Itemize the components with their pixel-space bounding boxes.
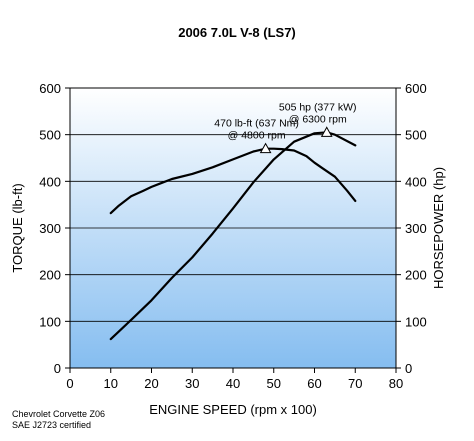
y-right-tick-label-300: 300 bbox=[405, 221, 427, 236]
y-left-tick-label-200: 200 bbox=[39, 268, 61, 283]
y-right-tick-label-500: 500 bbox=[405, 128, 427, 143]
torque-line bbox=[109, 147, 357, 215]
y-left-tick-label-500: 500 bbox=[39, 128, 61, 143]
hp-peak-label-line2: @ 6300 rpm bbox=[289, 113, 347, 125]
y-left-tick-label-600: 600 bbox=[39, 81, 61, 96]
y-left-tick-label-0: 0 bbox=[54, 361, 61, 376]
x-tick-label-20: 20 bbox=[144, 376, 158, 391]
x-axis-label: ENGINE SPEED (rpm x 100) bbox=[149, 402, 317, 417]
hp-peak-marker bbox=[320, 126, 333, 137]
torque-peak-label-line2: @ 4800 rpm bbox=[228, 130, 286, 142]
y-left-axis-label: TORQUE (lb-ft) bbox=[10, 183, 25, 272]
y-left-tick-label-400: 400 bbox=[39, 174, 61, 189]
chart-title: 2006 7.0L V-8 (LS7) bbox=[178, 25, 296, 40]
x-tick-label-60: 60 bbox=[307, 376, 321, 391]
y-right-tick-label-400: 400 bbox=[405, 174, 427, 189]
x-tick-label-80: 80 bbox=[389, 376, 403, 391]
hp-peak-label-line1: 505 hp (377 kW) bbox=[279, 101, 357, 113]
x-tick-label-40: 40 bbox=[226, 376, 240, 391]
y-right-tick-label-100: 100 bbox=[405, 314, 427, 329]
footnote-line2: SAE J2723 certified bbox=[12, 420, 91, 430]
y-left-tick-label-300: 300 bbox=[39, 221, 61, 236]
torque-peak-label-line1: 470 lb-ft (637 Nm) bbox=[214, 118, 299, 130]
y-right-axis-label: HORSEPOWER (hp) bbox=[431, 167, 446, 289]
x-tick-label-30: 30 bbox=[185, 376, 199, 391]
x-tick-label-0: 0 bbox=[66, 376, 73, 391]
x-tick-label-50: 50 bbox=[267, 376, 281, 391]
y-right-tick-label-200: 200 bbox=[405, 268, 427, 283]
x-tick-label-70: 70 bbox=[348, 376, 362, 391]
y-right-tick-label-0: 0 bbox=[405, 361, 412, 376]
y-right-tick-label-600: 600 bbox=[405, 81, 427, 96]
footnote-line1: Chevrolet Corvette Z06 bbox=[12, 409, 105, 419]
x-tick-label-10: 10 bbox=[104, 376, 118, 391]
y-left-tick-label-100: 100 bbox=[39, 314, 61, 329]
torque-peak-marker bbox=[259, 142, 272, 154]
